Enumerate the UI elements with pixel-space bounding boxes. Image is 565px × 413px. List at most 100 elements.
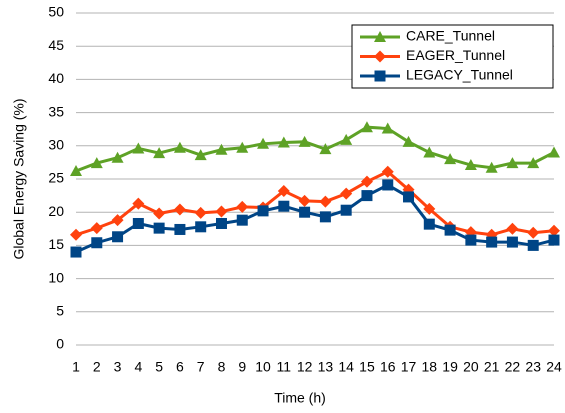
marker — [423, 202, 436, 215]
x-tick-label: 17 — [401, 359, 417, 375]
marker — [340, 204, 352, 216]
x-tick-label: 24 — [546, 359, 562, 375]
y-tick-label: 45 — [48, 37, 64, 53]
legend-marker — [374, 70, 386, 82]
marker — [174, 223, 186, 235]
marker — [153, 222, 165, 234]
x-tick-label: 9 — [238, 359, 246, 375]
x-tick-label: 19 — [442, 359, 458, 375]
marker — [548, 146, 560, 158]
marker — [277, 136, 290, 148]
marker — [464, 159, 477, 171]
x-tick-label: 1 — [72, 359, 80, 375]
legend-label: LEGACY_Tunnel — [406, 67, 513, 83]
marker — [173, 141, 186, 153]
legend: CARE_Tunnel EAGER_Tunnel LEGACY_Tunnel — [351, 24, 554, 89]
marker — [278, 200, 290, 212]
legend-label: EAGER_Tunnel — [406, 47, 505, 63]
marker — [111, 214, 124, 227]
x-tick-label: 12 — [297, 359, 313, 375]
marker — [527, 157, 540, 169]
y-tick-label: 15 — [48, 236, 64, 252]
marker — [381, 122, 394, 134]
y-tick-label: 50 — [48, 4, 64, 20]
marker — [70, 246, 82, 258]
marker — [236, 200, 249, 213]
marker — [299, 206, 311, 218]
marker — [90, 222, 103, 235]
x-tick-label: 20 — [463, 359, 479, 375]
y-tick-label: 20 — [48, 203, 64, 219]
y-tick-label: 40 — [48, 70, 64, 86]
x-tick-label: 5 — [155, 359, 163, 375]
marker — [112, 231, 124, 243]
marker — [195, 221, 207, 233]
marker — [319, 143, 332, 155]
x-tick-label: 21 — [484, 359, 500, 375]
legend-marker — [374, 31, 386, 42]
series-line — [75, 183, 555, 254]
marker — [381, 165, 394, 178]
marker — [236, 141, 249, 153]
x-tick-label: 7 — [197, 359, 205, 375]
marker — [257, 137, 270, 149]
marker — [215, 205, 228, 218]
x-tick-label: 4 — [134, 359, 142, 375]
y-tick-label: 10 — [48, 269, 64, 285]
marker — [173, 203, 186, 216]
marker — [527, 239, 539, 251]
marker — [70, 228, 82, 241]
marker — [403, 191, 415, 203]
marker — [486, 236, 498, 248]
marker — [132, 217, 144, 229]
legend-marker — [374, 50, 386, 63]
marker — [548, 224, 560, 237]
x-tick-label: 16 — [380, 359, 396, 375]
marker — [194, 149, 207, 161]
legend-label: CARE_Tunnel — [406, 28, 495, 44]
marker — [360, 175, 373, 188]
x-tick-label: 8 — [218, 359, 226, 375]
marker — [132, 142, 145, 154]
x-tick-label: 23 — [525, 359, 541, 375]
marker — [423, 146, 436, 158]
x-tick-label: 18 — [422, 359, 438, 375]
marker — [70, 165, 82, 177]
marker — [506, 157, 519, 169]
marker — [444, 153, 457, 165]
x-tick-label: 15 — [359, 359, 375, 375]
marker — [298, 135, 311, 147]
y-tick-label: 0 — [56, 336, 64, 352]
marker — [91, 237, 103, 249]
x-tick-label: 3 — [114, 359, 122, 375]
marker — [423, 218, 435, 230]
x-tick-label: 13 — [318, 359, 334, 375]
marker — [361, 190, 373, 202]
marker — [90, 157, 103, 169]
marker — [277, 184, 290, 197]
series-line — [75, 125, 555, 173]
marker — [194, 206, 207, 219]
marker — [340, 187, 353, 200]
marker — [506, 222, 519, 235]
marker — [382, 179, 394, 191]
marker — [319, 211, 331, 223]
marker — [132, 197, 145, 210]
marker — [215, 217, 227, 229]
marker — [319, 195, 332, 208]
y-tick-label: 30 — [48, 137, 64, 153]
marker — [153, 207, 166, 220]
y-axis-title: Global Energy Saving (%) — [11, 98, 27, 259]
marker — [111, 151, 124, 163]
marker — [340, 133, 353, 145]
x-tick-label: 2 — [93, 359, 101, 375]
y-tick-label: 35 — [48, 103, 64, 119]
marker — [527, 226, 540, 239]
marker — [257, 205, 269, 217]
marker — [236, 214, 248, 226]
marker — [215, 143, 228, 155]
marker — [548, 234, 560, 246]
marker — [506, 236, 518, 248]
y-tick-label: 25 — [48, 170, 64, 186]
